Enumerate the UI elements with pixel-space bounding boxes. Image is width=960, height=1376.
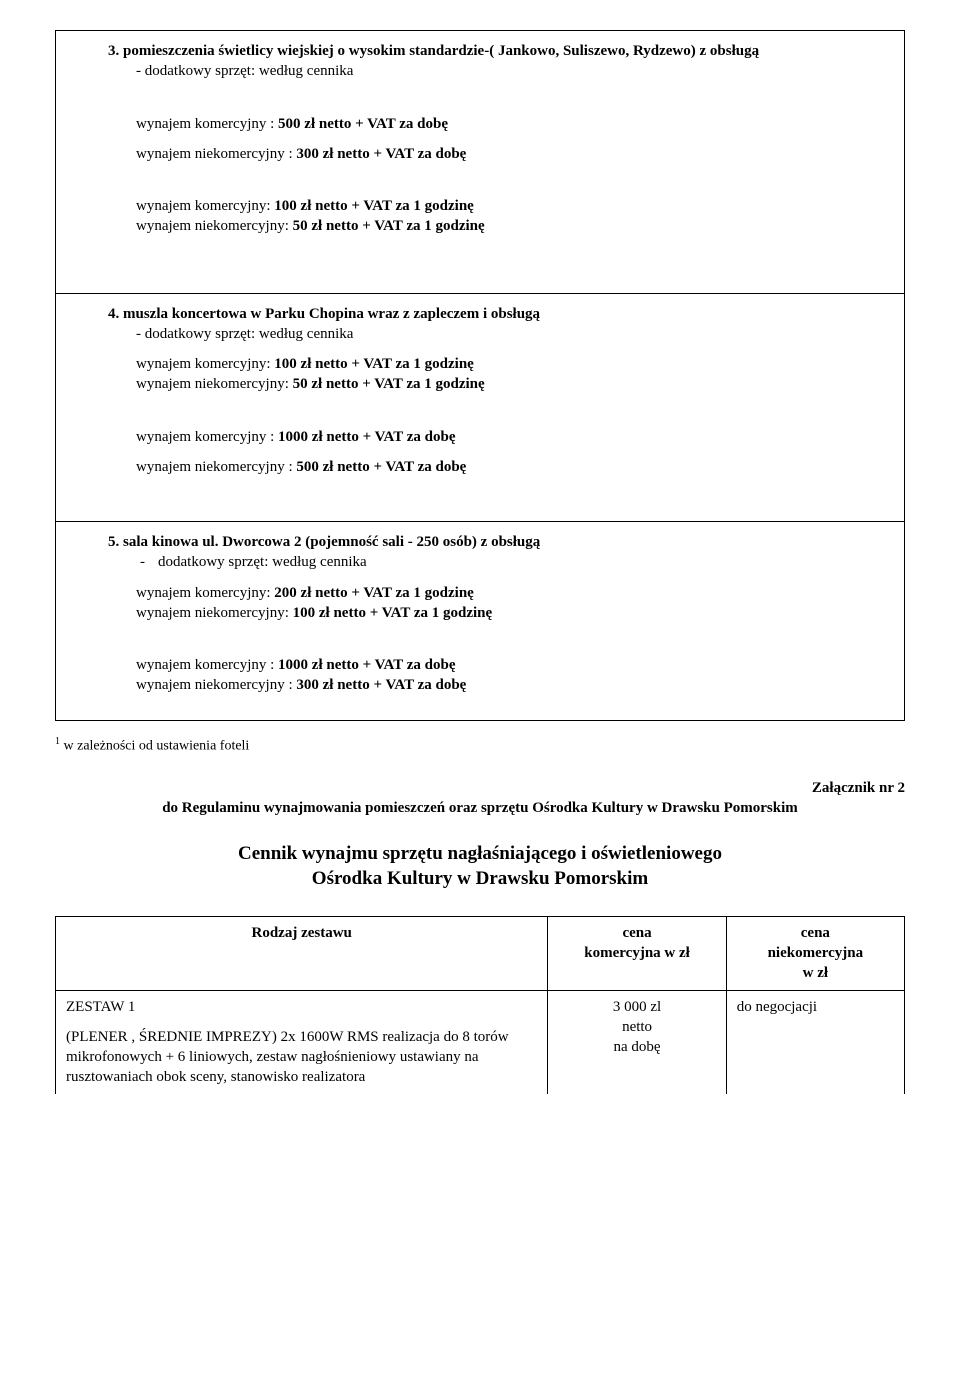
attachment-subtitle: do Regulaminu wynajmowania pomieszczeń o… — [55, 798, 905, 818]
table-row: ZESTAW 1 (PLENER , ŚREDNIE IMPREZY) 2x 1… — [56, 990, 905, 1094]
section-5-line-2: wynajem niekomercyjny: 100 zł netto + VA… — [70, 603, 890, 623]
page-title-line-1: Cennik wynajmu sprzętu nagłaśniającego i… — [55, 841, 905, 867]
row1-price-value: 3 000 zl — [558, 997, 715, 1017]
section-4: 4. muszla koncertowa w Parku Chopina wra… — [55, 294, 905, 523]
footnote-text: w zależności od ustawienia foteli — [60, 738, 249, 753]
section-5-line-1: wynajem komercyjny: 200 zł netto + VAT z… — [70, 583, 890, 603]
section-3-line-3: wynajem komercyjny: 100 zł netto + VAT z… — [70, 196, 890, 216]
section-5-head: 5. sala kinowa ul. Dworcowa 2 (pojemność… — [70, 532, 890, 552]
row1-name: ZESTAW 1 (PLENER , ŚREDNIE IMPREZY) 2x 1… — [56, 990, 548, 1094]
row1-price-sub2: na dobę — [558, 1037, 715, 1057]
section-3-line-2: wynajem niekomercyjny : 300 zł netto + V… — [70, 144, 890, 164]
th-cena-niekomercyjna: cena niekomercyjna w zł — [726, 916, 904, 990]
attachment-header: Załącznik nr 2 do Regulaminu wynajmowani… — [55, 778, 905, 819]
page-title-line-2: Ośrodka Kultury w Drawsku Pomorskim — [55, 866, 905, 892]
th-rodzaj: Rodzaj zestawu — [56, 916, 548, 990]
row1-price-noncommercial: do negocjacji — [726, 990, 904, 1094]
section-3-line-4: wynajem niekomercyjny: 50 zł netto + VAT… — [70, 216, 890, 236]
row1-name-line1: ZESTAW 1 — [66, 997, 537, 1017]
section-4-number: 4. — [108, 306, 119, 322]
section-4-subtitle: - dodatkowy sprzęt: według cennika — [70, 324, 890, 344]
section-5-line-4: wynajem niekomercyjny : 300 zł netto + V… — [70, 675, 890, 695]
section-3: 3. pomieszczenia świetlicy wiejskiej o w… — [55, 30, 905, 294]
row1-price-sub1: netto — [558, 1017, 715, 1037]
section-4-line-3: wynajem komercyjny : 1000 zł netto + VAT… — [70, 427, 890, 447]
section-3-line-1: wynajem komercyjny : 500 zł netto + VAT … — [70, 114, 890, 134]
pricing-table: Rodzaj zestawu cena komercyjna w zł cena… — [55, 916, 905, 1094]
section-4-line-4: wynajem niekomercyjny : 500 zł netto + V… — [70, 457, 890, 477]
section-5-subtitle: -dodatkowy sprzęt: według cennika — [70, 552, 890, 572]
section-5-title: sala kinowa ul. Dworcowa 2 (pojemność sa… — [123, 534, 540, 550]
section-4-title: muszla koncertowa w Parku Chopina wraz z… — [123, 306, 540, 322]
page-title: Cennik wynajmu sprzętu nagłaśniającego i… — [55, 841, 905, 892]
section-4-line-2: wynajem niekomercyjny: 50 zł netto + VAT… — [70, 374, 890, 394]
section-4-head: 4. muszla koncertowa w Parku Chopina wra… — [70, 304, 890, 324]
row1-price-commercial: 3 000 zl netto na dobę — [548, 990, 726, 1094]
attachment-right: Załącznik nr 2 — [55, 778, 905, 798]
table-header-row: Rodzaj zestawu cena komercyjna w zł cena… — [56, 916, 905, 990]
section-4-line-1: wynajem komercyjny: 100 zł netto + VAT z… — [70, 354, 890, 374]
section-3-number: 3. — [108, 43, 119, 59]
row1-name-line2: (PLENER , ŚREDNIE IMPREZY) 2x 1600W RMS … — [66, 1027, 537, 1088]
th-cena-komercyjna: cena komercyjna w zł — [548, 916, 726, 990]
section-5-number: 5. — [108, 534, 119, 550]
section-3-head: 3. pomieszczenia świetlicy wiejskiej o w… — [70, 41, 890, 61]
section-5-line-3: wynajem komercyjny : 1000 zł netto + VAT… — [70, 655, 890, 675]
section-5: 5. sala kinowa ul. Dworcowa 2 (pojemność… — [55, 522, 905, 721]
footnote: 1 w zależności od ustawienia foteli — [55, 735, 905, 757]
section-3-title: pomieszczenia świetlicy wiejskiej o wyso… — [123, 43, 759, 59]
section-3-subtitle: - dodatkowy sprzęt: według cennika — [70, 61, 890, 81]
